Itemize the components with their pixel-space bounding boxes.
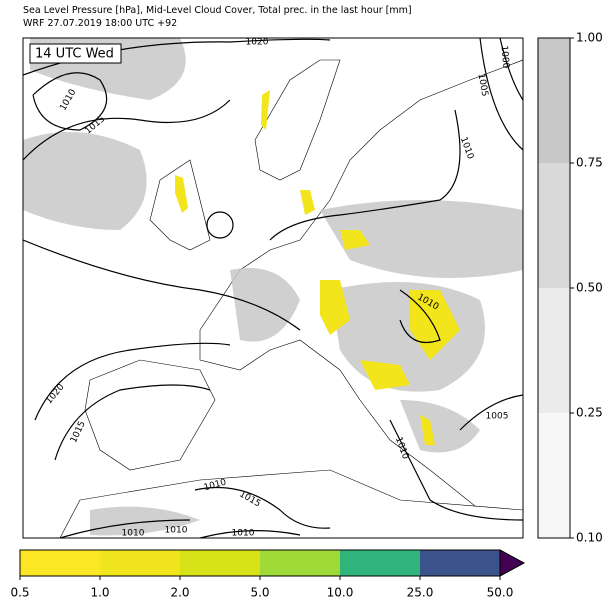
- precip-colorbar: 0.5 1.0 2.0 5.0 10.0 25.0 50.0: [10, 549, 526, 600]
- isobars: [23, 38, 523, 538]
- map-frame: [22, 37, 524, 539]
- colorbar-tick-label: 0.75: [576, 156, 603, 170]
- colorbar-tick-label: 50.0: [487, 586, 514, 600]
- colorbar-tick-label: 1.0: [90, 586, 109, 600]
- colorbar-segment: [538, 288, 570, 413]
- iberia: [84, 359, 216, 471]
- scandinavia: [254, 59, 341, 181]
- isobar-label: 1010: [165, 526, 188, 536]
- colorbar-segment: [340, 550, 421, 576]
- isobar-label: 1005: [486, 412, 509, 422]
- subtitle: WRF 27.07.2019 18:00 UTC +92: [23, 18, 177, 29]
- map: 1020 1010 1015 1000 1005 1010 1010 1005 …: [22, 37, 524, 539]
- colorbar-segment: [538, 163, 570, 288]
- colorbar-tick-label: 10.0: [327, 586, 354, 600]
- colorbar-tick-label: 0.25: [576, 406, 603, 420]
- colorbar-segment: [20, 550, 101, 576]
- cloud-colorbar: 1.00 0.75 0.50 0.25 0.10: [537, 31, 603, 545]
- colorbar-segment: [180, 550, 261, 576]
- title: Sea Level Pressure [hPa], Mid-Level Clou…: [23, 5, 412, 16]
- isobar-label: 1020: [246, 38, 269, 48]
- isobar-label: 1005: [476, 73, 490, 97]
- colorbar-tick-label: 0.10: [576, 531, 603, 545]
- colorbar-segment: [420, 550, 501, 576]
- isobar-label: 1000: [499, 45, 511, 69]
- colorbar-segment: [538, 413, 570, 538]
- colorbar-segment: [100, 550, 181, 576]
- time-label-box: [29, 43, 122, 64]
- colorbar-tick-label: 25.0: [407, 586, 434, 600]
- colorbar-tick-label: 2.0: [170, 586, 189, 600]
- time-label: 14 UTC Wed: [35, 47, 114, 62]
- colorbar-extension: [499, 549, 526, 577]
- colorbar-tick-label: 1.00: [576, 31, 603, 45]
- colorbar-segment: [538, 38, 570, 163]
- isobar-label: 1010: [232, 529, 255, 539]
- colorbar-segment: [260, 550, 341, 576]
- colorbar-tick-label: 5.0: [250, 586, 269, 600]
- isobar-label: 1010: [122, 529, 145, 539]
- colorbar-tick-label: 0.50: [576, 281, 603, 295]
- colorbar-tick-label: 0.5: [10, 586, 29, 600]
